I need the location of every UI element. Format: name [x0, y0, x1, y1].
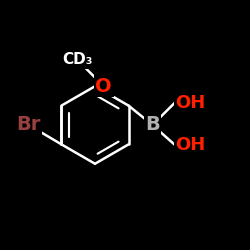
Text: B: B — [145, 116, 160, 134]
Text: OH: OH — [175, 136, 205, 154]
Text: OH: OH — [175, 94, 205, 112]
Text: CD₃: CD₃ — [62, 52, 93, 68]
Text: O: O — [96, 77, 112, 96]
Text: Br: Br — [16, 116, 41, 134]
